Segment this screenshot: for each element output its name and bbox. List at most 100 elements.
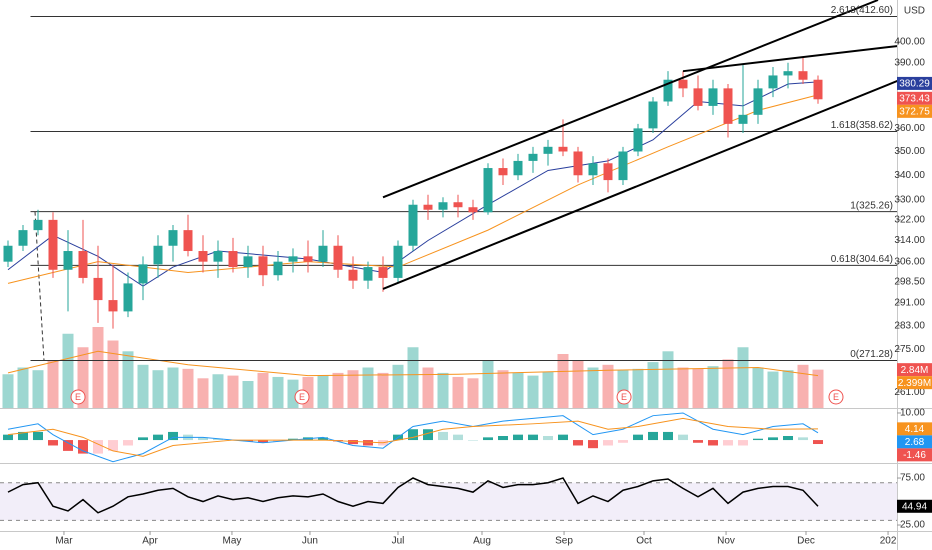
candle-body	[198, 251, 208, 262]
volume-bar	[692, 368, 704, 408]
earnings-marker	[616, 389, 632, 405]
macd-histogram	[753, 438, 763, 441]
y-tick-label: 360.00	[894, 123, 925, 134]
candle-body	[243, 256, 253, 268]
signal-line	[7, 417, 819, 457]
macd-histogram	[273, 440, 283, 442]
volume-bar	[77, 347, 89, 408]
x-tick-label: Oct	[636, 536, 652, 547]
volume-bar	[302, 376, 314, 408]
volume-bar	[722, 359, 734, 408]
macd-histogram	[708, 440, 718, 446]
volume-bar	[167, 367, 179, 408]
volume-bar	[347, 370, 359, 408]
volume-bar	[47, 360, 59, 408]
candle-body	[543, 146, 553, 154]
candle-body	[498, 168, 508, 176]
price-plot	[2, 0, 897, 408]
y-tick-label: 261.00	[894, 387, 925, 398]
macd-histogram	[63, 440, 73, 451]
volume-bar	[572, 360, 584, 408]
volume-bar	[782, 370, 794, 408]
candle-body	[48, 219, 58, 270]
volume-bar	[767, 371, 779, 408]
volume-bar	[512, 372, 524, 408]
volume-bar	[527, 375, 539, 408]
y-tick-label: 25.00	[900, 520, 925, 531]
candle-body	[3, 245, 13, 262]
volume-bar	[2, 374, 14, 408]
candle-body	[648, 101, 658, 129]
macd-histogram	[618, 440, 628, 443]
candle-body	[33, 219, 43, 231]
trendline	[382, 0, 879, 199]
fib-label: 2.618(412.60)	[831, 5, 893, 16]
price-badge-label: 2.68	[905, 437, 925, 448]
volume-bar	[707, 366, 719, 408]
x-tick-label: Mar	[55, 536, 73, 547]
macd-histogram	[723, 440, 733, 446]
y-tick-label: 330.00	[894, 194, 925, 205]
volume-bar	[332, 372, 344, 408]
volume-bar	[452, 376, 464, 408]
volume-bar	[212, 374, 224, 408]
volume-bar	[422, 367, 434, 408]
price-badge-label: 4.14	[905, 424, 925, 435]
candle-body	[78, 251, 88, 278]
candle-body	[228, 251, 238, 268]
volume-bar	[602, 364, 614, 408]
candle-body	[393, 245, 403, 278]
volume-bar	[242, 381, 254, 408]
candle-body	[453, 202, 463, 208]
volume-bar	[392, 364, 404, 408]
macd-histogram	[558, 434, 568, 441]
macd-histogram	[513, 434, 523, 441]
price-badge-label: 2.399M	[898, 378, 931, 389]
y-tick-label: 350.00	[894, 146, 925, 157]
y-tick-label: 314.00	[894, 235, 925, 246]
volume-bar	[377, 372, 389, 408]
candle-body	[528, 153, 538, 161]
candle-body	[783, 71, 793, 76]
x-tick-label: Nov	[717, 536, 735, 547]
price-badge	[897, 499, 932, 513]
x-tick-label: Sep	[555, 536, 573, 547]
x-tick-label: Dec	[797, 536, 815, 547]
earnings-label: E	[833, 392, 839, 402]
volume-bar	[437, 372, 449, 408]
y-tick-label: 390.00	[894, 57, 925, 68]
candle-body	[93, 277, 103, 301]
x-tick-label: 202	[880, 536, 897, 547]
macd-histogram	[348, 440, 358, 445]
volume-bar	[152, 370, 164, 408]
candle-body	[738, 114, 748, 124]
macd-histogram	[423, 429, 433, 441]
candle-body	[558, 146, 568, 152]
macd-histogram	[543, 436, 553, 441]
price-badge-label: -1.46	[903, 450, 926, 461]
macd-histogram	[318, 437, 328, 441]
volume-bar	[467, 378, 479, 408]
volume-bar	[257, 372, 269, 408]
candle-body	[618, 151, 628, 181]
volume-bar	[317, 375, 329, 408]
candle-body	[723, 88, 733, 124]
macd-line	[7, 412, 819, 463]
candle-body	[423, 204, 433, 210]
macd-histogram	[678, 434, 688, 441]
volume-bar	[182, 368, 194, 408]
fib-label: 0.618(304.64)	[831, 254, 893, 265]
candle-body	[183, 230, 193, 252]
x-tick-label: May	[222, 536, 241, 547]
macd-histogram	[213, 438, 223, 441]
macd-histogram	[33, 431, 43, 441]
y-tick-label: 10.00	[900, 408, 925, 419]
y-tick-label: 275.00	[894, 344, 925, 355]
price-badge	[897, 363, 932, 377]
candle-body	[63, 251, 73, 270]
candle-body	[303, 256, 313, 262]
price-badge-label: 44.94	[902, 501, 927, 512]
candle-body	[483, 168, 493, 213]
volume-bar	[197, 378, 209, 408]
